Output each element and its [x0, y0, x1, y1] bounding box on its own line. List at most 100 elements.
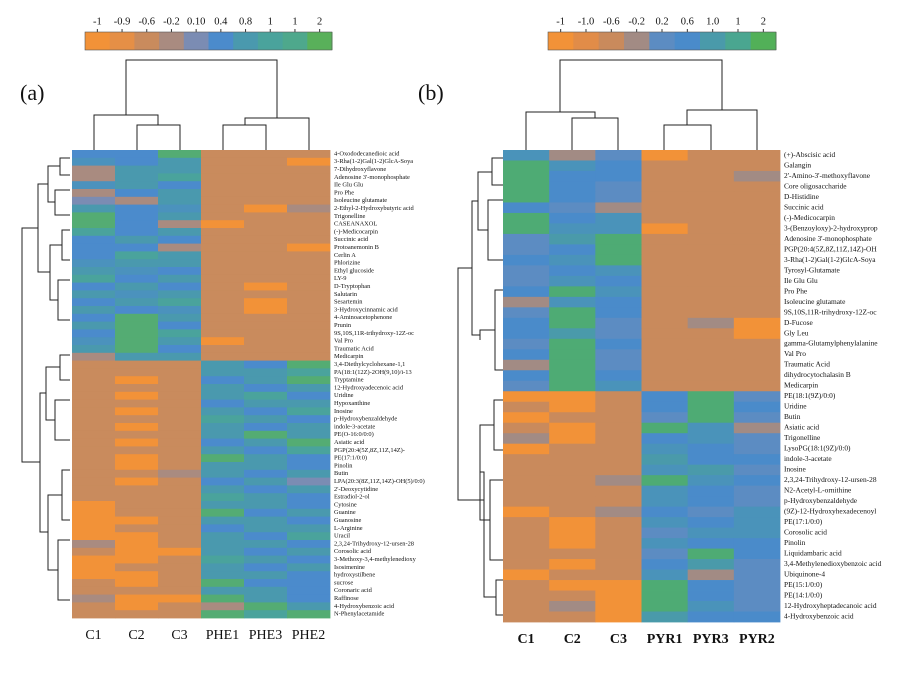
- heatmap-cell: [549, 328, 596, 340]
- row-label: Pinolin: [334, 462, 353, 469]
- heatmap-cell: [158, 274, 202, 283]
- heatmap-cell: [503, 349, 550, 361]
- heatmap-cell: [549, 254, 596, 266]
- heatmap-cell: [503, 160, 550, 172]
- row-label: Sesartemin: [334, 299, 363, 306]
- row-label: (-)-Medicocarpin: [334, 228, 379, 235]
- heatmap-cell: [503, 181, 550, 193]
- column-dendrogram: [93, 59, 758, 150]
- heatmap-cell: [72, 267, 116, 276]
- heatmap-cell: [503, 223, 550, 235]
- heatmap-cell: [72, 571, 116, 580]
- heatmap-cell: [115, 454, 159, 463]
- heatmap-cell: [287, 337, 331, 346]
- heatmap-cell: [201, 610, 245, 619]
- row-label: Uridine: [784, 402, 807, 411]
- row-label: Pro Phe: [334, 189, 354, 196]
- heatmap-cell: [201, 212, 245, 221]
- heatmap-cell: [733, 338, 781, 350]
- row-label: 7-Dihydroxyflavone: [334, 166, 386, 173]
- row-label: 2,3,24-Trihydroxy-12-ursen-28: [784, 475, 877, 484]
- heatmap-cell: [115, 555, 159, 564]
- heatmap-cell: [687, 506, 735, 518]
- heatmap-cell: [244, 469, 288, 478]
- heatmap-cell: [201, 579, 245, 588]
- heatmap-cell: [733, 307, 781, 319]
- row-label: PE(17:1/0:0): [334, 455, 367, 462]
- heatmap-cell: [641, 559, 689, 570]
- row-label: 9S,10S,11R-trihydroxy-12Z-oc: [784, 307, 877, 316]
- heatmap-cell: [72, 501, 116, 510]
- heatmap-cell: [72, 540, 116, 549]
- column-label: PHE2: [292, 628, 325, 643]
- heatmap-cell: [115, 477, 159, 486]
- heatmap-cell: [158, 337, 202, 346]
- heatmap-cell: [244, 181, 288, 190]
- row-label: 3-(Benzoyloxy)-2-hydroxyprop: [784, 223, 878, 232]
- heatmap-cell: [115, 345, 159, 354]
- heatmap-cell: [201, 454, 245, 463]
- heatmap-cell: [244, 290, 288, 299]
- dendrogram-branch: [457, 157, 503, 616]
- heatmap-cell: [158, 204, 202, 213]
- heatmap-cell: [72, 368, 116, 377]
- heatmap-cell: [287, 532, 331, 541]
- heatmap-cell: [287, 259, 331, 268]
- heatmap-cell: [201, 532, 245, 541]
- heatmap-cell: [158, 430, 202, 439]
- heatmap-cell: [115, 165, 159, 174]
- heatmap-cell: [595, 307, 642, 319]
- heatmap-cell: [687, 517, 735, 528]
- heatmap-cell: [287, 189, 331, 198]
- heatmap-cell: [115, 532, 159, 541]
- heatmap-cell: [287, 220, 331, 229]
- heatmap-cell: [244, 493, 288, 502]
- heatmap-cell: [244, 376, 288, 385]
- heatmap-cell: [733, 464, 781, 476]
- heatmap-cell: [244, 407, 288, 416]
- heatmap-cell: [595, 254, 642, 266]
- heatmap-cell: [158, 391, 202, 400]
- heatmap-cell: [687, 601, 735, 612]
- heatmap-cell: [287, 586, 331, 595]
- heatmap-cell: [72, 454, 116, 463]
- panel-label: (a): [20, 80, 44, 105]
- heatmap-cell: [158, 454, 202, 463]
- heatmap-cell: [158, 415, 202, 424]
- heatmap-cell: [244, 508, 288, 517]
- heatmap-cell: [158, 196, 202, 205]
- heatmap-cell: [115, 360, 159, 369]
- heatmap-cell: [201, 446, 245, 455]
- heatmap-cell: [733, 275, 781, 287]
- row-label: Adenosine 3'-monophosphate: [784, 234, 872, 243]
- heatmap-cell: [201, 547, 245, 556]
- colorbar-segment: [750, 32, 777, 50]
- colorbar-tick-label: 2: [317, 16, 322, 27]
- heatmap-cell: [201, 181, 245, 190]
- heatmap-cell: [503, 601, 550, 612]
- heatmap-cell: [503, 212, 550, 224]
- heatmap-cell: [687, 244, 735, 256]
- heatmap-cell: [158, 352, 202, 361]
- heatmap-cell: [595, 443, 642, 455]
- colorbar-segment: [573, 32, 600, 50]
- heatmap-cell: [115, 415, 159, 424]
- heatmap-cell: [287, 228, 331, 237]
- heatmap-cell: [549, 317, 596, 329]
- row-label: Inosine: [784, 465, 806, 474]
- heatmap-cell: [549, 170, 596, 182]
- heatmap-cell: [115, 384, 159, 393]
- heatmap-cell: [244, 586, 288, 595]
- column-label: PHE3: [249, 628, 282, 643]
- heatmap-cell: [733, 317, 781, 329]
- heatmap-cell: [115, 212, 159, 221]
- heatmap-cell: [244, 477, 288, 486]
- colorbar-tick-label: 1: [292, 16, 297, 27]
- dendrogram-branch: [93, 59, 310, 150]
- heatmap-cell: [641, 160, 689, 172]
- heatmap-cell: [72, 313, 116, 322]
- heatmap-cell: [687, 160, 735, 172]
- heatmap-cell: [733, 422, 781, 434]
- heatmap-cell: [158, 259, 202, 268]
- heatmap-cell: [287, 438, 331, 447]
